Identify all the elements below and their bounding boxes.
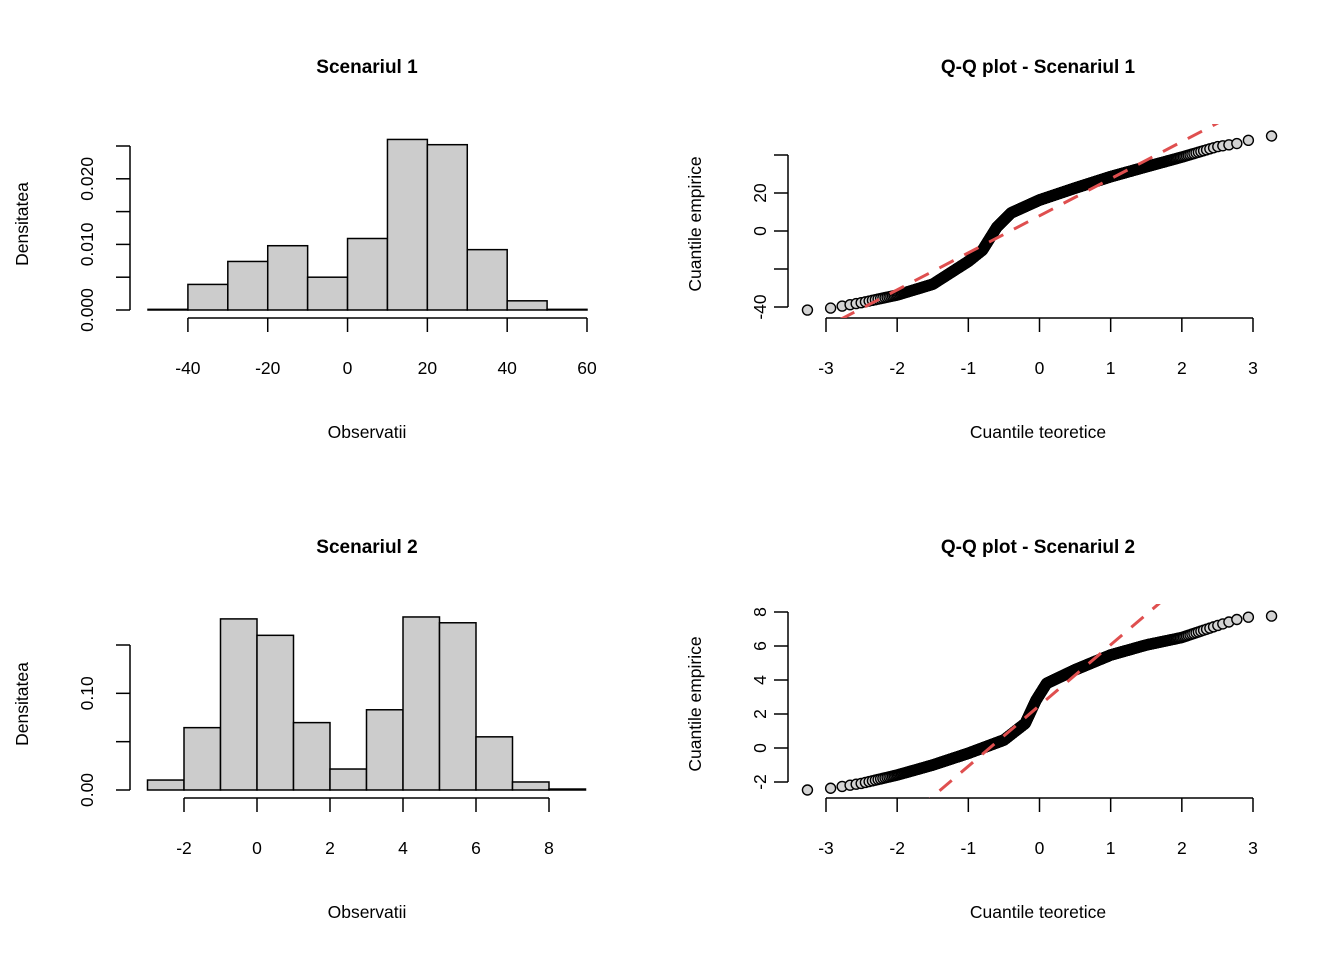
chart-title: Q-Q plot - Scenariul 2 xyxy=(941,537,1135,558)
x-tick-label: 8 xyxy=(544,838,554,858)
x-tick-label: -3 xyxy=(818,358,834,378)
y-tick-label: 8 xyxy=(750,607,770,617)
x-tick-label: 2 xyxy=(1177,358,1187,378)
x-tick-label: 20 xyxy=(418,358,438,378)
y-tick-label: 2 xyxy=(750,709,770,719)
panel-1: Scenariul 1 Observatii Densitatea 0.000 0.01… xyxy=(12,57,597,442)
chart-title: Q-Q plot - Scenariul 1 xyxy=(941,57,1136,78)
x-tick-label: 2 xyxy=(1177,838,1187,858)
chart-title: Scenariul 2 xyxy=(316,537,417,558)
histogram-bar xyxy=(365,709,404,791)
histogram-bar xyxy=(506,300,548,311)
x-tick-label: -2 xyxy=(176,838,192,858)
histogram-bar xyxy=(511,781,550,791)
x-tick-label: 0 xyxy=(1035,838,1045,858)
y-tick-label: -2 xyxy=(750,774,770,790)
y-axis-label: Cuantile empirice xyxy=(685,636,705,771)
x-axis-label: Cuantile teoretice xyxy=(970,902,1106,922)
histogram-bar xyxy=(386,138,429,311)
histogram-bar xyxy=(256,634,295,791)
qq-point xyxy=(1231,137,1243,150)
histogram-bar xyxy=(475,736,514,791)
histogram-bar xyxy=(147,308,189,311)
x-tick-label: 60 xyxy=(577,358,597,378)
x-tick-label: 40 xyxy=(497,358,517,378)
x-tick-label: 1 xyxy=(1106,838,1116,858)
histogram-bar xyxy=(346,237,389,311)
x-tick-label: 1 xyxy=(1106,358,1116,378)
panel-3: Scenariul 2 Observatii Densitatea 0.00 0.10 -… xyxy=(12,537,587,922)
y-tick-label: 20 xyxy=(750,183,770,203)
histogram-bar xyxy=(438,622,477,791)
histogram-bar xyxy=(402,616,441,791)
y-tick-label: 0.00 xyxy=(77,773,97,807)
panel-2: Q-Q plot - Scenariul 1 Cuantile teoretice… xyxy=(685,57,1278,442)
x-tick-label: -3 xyxy=(818,838,834,858)
y-tick-label: 0.10 xyxy=(77,676,97,710)
qq-point xyxy=(1242,611,1255,623)
y-axis-label: Cuantile empirice xyxy=(685,156,705,291)
histogram-bar xyxy=(187,283,229,311)
y-tick-label: 6 xyxy=(750,641,770,651)
histogram-bar xyxy=(266,244,309,311)
qq-reference-line xyxy=(839,124,1220,318)
qq-point xyxy=(801,304,814,316)
x-tick-label: 2 xyxy=(325,838,335,858)
histogram-bar xyxy=(292,721,331,791)
qq-point xyxy=(801,784,814,796)
qq-point xyxy=(1242,134,1255,146)
histogram-bar xyxy=(466,248,508,311)
histogram-bar xyxy=(546,308,588,311)
x-tick-label: -40 xyxy=(175,358,201,378)
y-tick-label: 0 xyxy=(750,743,770,753)
histogram-bar xyxy=(219,618,258,791)
x-tick-label: 3 xyxy=(1248,358,1258,378)
x-axis-label: Observatii xyxy=(328,902,407,922)
x-tick-label: -2 xyxy=(889,358,905,378)
y-tick-label: 0.010 xyxy=(77,222,97,266)
x-tick-label: 6 xyxy=(471,838,481,858)
histogram-bar xyxy=(146,779,185,791)
y-tick-label: 0.020 xyxy=(77,157,97,201)
histogram-bar xyxy=(227,260,269,311)
x-tick-label: -20 xyxy=(255,358,281,378)
chart-title: Scenariul 1 xyxy=(316,57,418,78)
histogram-bar xyxy=(306,276,349,311)
x-tick-label: 3 xyxy=(1248,838,1258,858)
x-tick-label: -2 xyxy=(889,838,905,858)
x-tick-label: 0 xyxy=(343,358,353,378)
histogram-bar xyxy=(329,768,368,791)
qq-point xyxy=(1265,610,1278,622)
y-tick-label: -40 xyxy=(750,294,770,320)
y-tick-label: 0 xyxy=(750,226,770,236)
y-tick-label: 4 xyxy=(750,675,770,685)
qq-point xyxy=(824,782,837,794)
x-tick-label: 0 xyxy=(252,838,262,858)
panel-4: Q-Q plot - Scenariul 2 Cuantile teoretice… xyxy=(685,537,1278,922)
qq-point xyxy=(1265,130,1278,142)
y-axis-label: Densitatea xyxy=(12,182,32,266)
x-tick-label: -1 xyxy=(961,358,977,378)
histogram-bar xyxy=(183,726,222,791)
x-tick-label: -1 xyxy=(961,838,977,858)
x-axis-label: Cuantile teoretice xyxy=(970,422,1106,442)
y-tick-label: 0.000 xyxy=(77,288,97,332)
qq-point xyxy=(1231,613,1243,626)
x-tick-label: 4 xyxy=(398,838,408,858)
qq-points xyxy=(801,130,1278,316)
qq-point xyxy=(824,302,837,314)
histogram-bar xyxy=(548,788,587,791)
histogram-bar xyxy=(426,143,469,311)
y-axis-label: Densitatea xyxy=(12,662,32,746)
x-tick-label: 0 xyxy=(1035,358,1045,378)
x-axis-label: Observatii xyxy=(328,422,407,442)
